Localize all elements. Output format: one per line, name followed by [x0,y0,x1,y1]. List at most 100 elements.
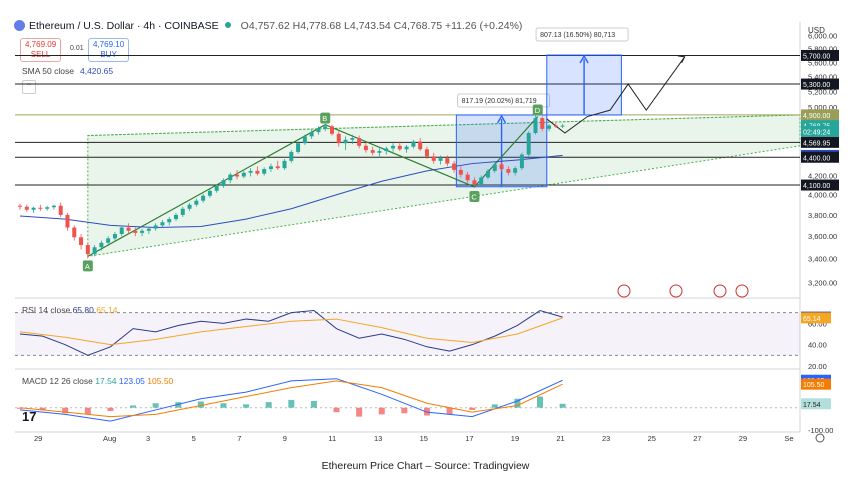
candle-body [397,145,402,150]
price-axis-label-bg [801,136,839,148]
time-tick-label: 5 [192,434,196,443]
candle-body [357,138,362,146]
time-tick-label: 7 [237,434,241,443]
macd-histogram-bar [401,407,408,414]
collapse-legend-button[interactable]: ⌃ [22,80,36,94]
price-axis-label: 4,900.00 [803,113,830,120]
price-tick-label: 5,000.00 [808,103,837,112]
candle-body [31,207,36,210]
price-tick-label: 5,600.00 [808,58,837,67]
sell-button[interactable]: 4,769.09 SELL [20,38,62,62]
buy-button[interactable]: 4,769.10 BUY [88,38,130,62]
time-tick-label: 19 [511,434,519,443]
pattern-point-label: A [85,262,90,271]
candle-body [187,204,192,209]
sma50-line [19,154,563,229]
candle-body [146,228,151,231]
candle-body [323,126,328,129]
candle-body [431,156,436,161]
price-chart-svg[interactable]: 6,000.00 5,800.00 5,600.00 5,400.00 5,200.00… [0,0,851,445]
candle-body [336,133,341,144]
time-tick-label: 13 [374,434,382,443]
time-tick-label: 9 [283,434,287,443]
time-tick-label: 21 [556,434,564,443]
macd-histogram-bar [220,403,227,408]
price-axis-label-bg [801,109,839,121]
rsi-legend-name: RSI 14 close [22,305,71,315]
candle-body [160,222,165,226]
rsi-legend[interactable]: RSI 14 close 65.80 65.14 [22,305,118,315]
measure-arrowhead [579,54,589,64]
macd-line-legend-value: 123.05 [118,376,145,386]
candle-body [214,185,219,191]
macd-histogram-bar [197,401,204,408]
time-tick-label: 17 [465,434,473,443]
macd-histogram-bar [243,404,250,408]
candle-body [65,214,70,228]
rsi-axis-label-bg [801,312,831,324]
price-axis-label-bg [801,179,839,191]
candle-body [282,160,287,169]
macd-histogram-bar [265,402,272,408]
macd-histogram-bar [537,396,543,408]
candle-body [194,200,199,205]
currency-label[interactable]: USD [808,26,825,35]
triangle-pattern [87,114,801,257]
candle-body [438,158,443,161]
candle-body [343,139,348,144]
flag-icon [713,284,727,298]
candle-body [391,145,396,149]
price-tick-label: 5,400.00 [808,73,837,82]
candle-body [486,170,490,178]
candle-body [384,148,389,152]
price-axis-label: 4,100.00 [803,183,830,190]
candle-body [418,141,423,150]
candle-body [221,180,226,186]
pattern-point-marker [469,190,480,202]
candle-body [106,238,111,243]
candle-body [309,132,314,137]
settings-gear-icon[interactable] [815,433,825,443]
sma-legend-name: SMA 50 close [22,66,74,76]
measure-label: 807.13 (16.50%) 80,713 [540,32,615,39]
sma-legend-value: 4,420.65 [79,66,114,76]
candle-body [241,172,246,177]
candle-body [180,208,185,215]
macd-histogram-bar [152,403,159,408]
candle-body [51,205,56,208]
candle-body [255,170,260,174]
macd-histogram-bar [333,407,340,413]
macd-legend[interactable]: MACD 12 26 close 17.54 123.05 105.50 [22,376,173,386]
price-axis-label: 4,400.00 [803,155,830,162]
sell-label: SELL [30,50,51,59]
symbol-title: Ethereum / U.S. Dollar · 4h · COINBASE [29,20,219,32]
measure-arrowhead [496,114,507,124]
price-axis-label: 5,700.00 [803,53,830,60]
candle-body [560,125,565,127]
projection-arrowhead [677,55,686,64]
candle-body [553,125,558,127]
price-axis-label-bg [801,78,839,90]
spread-value: 0.01 [70,45,84,52]
candle-body [424,149,429,157]
price-axis-label: 02:49:24 [803,129,830,136]
candle-body [540,118,545,129]
candle-body [72,227,77,238]
candle-body [479,177,484,185]
price-tick-label: 4,000.00 [808,191,837,200]
pattern-point-marker [532,104,543,116]
buy-price: 4,769.10 [93,40,125,49]
price-tick-label: 3,200.00 [808,279,837,288]
sma-legend[interactable]: SMA 50 close 4,420.65 [22,66,113,76]
rsi-legend-value: 65.80 [72,305,94,315]
measure-label: 817.19 (20.02%) 81,719 [462,98,537,105]
price-axis-label-bg [801,49,839,61]
candle-body [377,151,382,153]
candle-body [99,242,104,248]
macd-histogram-bar [378,407,385,415]
candle-body [513,168,518,173]
macd-histogram-bar [491,404,498,408]
macd-legend-name: MACD 12 26 close [22,376,93,386]
market-open-icon [224,22,231,28]
